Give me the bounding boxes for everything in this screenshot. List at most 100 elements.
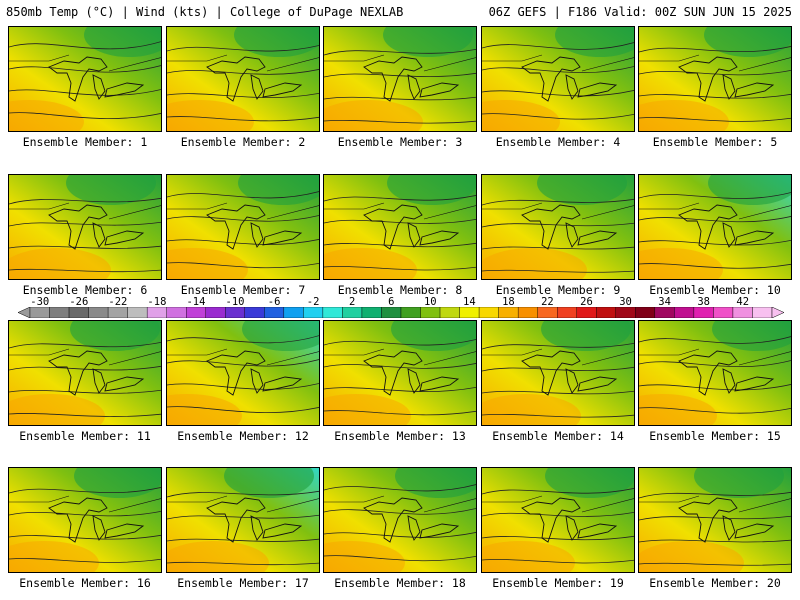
colorbar-swatch — [68, 307, 89, 318]
colorbar-swatch — [107, 307, 128, 318]
ensemble-member-map — [638, 174, 792, 280]
temperature-field — [9, 175, 161, 279]
temperature-field — [482, 27, 634, 131]
temperature-field — [639, 175, 791, 279]
colorbar-tick-label: 22 — [541, 296, 554, 308]
colorbar-tick-label: 2 — [349, 296, 356, 308]
colorbar-swatch — [615, 307, 636, 318]
colorbar-swatch — [205, 307, 226, 318]
ensemble-member-label: Ensemble Member: 14 — [492, 429, 624, 443]
colorbar-swatch — [49, 307, 70, 318]
ensemble-member-label: Ensemble Member: 5 — [652, 135, 778, 149]
ensemble-member-map — [8, 320, 162, 426]
colorbar-swatch — [557, 307, 577, 318]
colorbar-tick-label: -2 — [306, 296, 320, 308]
colorbar-tick-label: 38 — [697, 296, 710, 308]
colorbar-swatch — [225, 307, 245, 318]
colorbar-tick-label: -22 — [108, 296, 128, 308]
colorbar-tick-label: 42 — [736, 296, 750, 308]
ensemble-member-label: Ensemble Member: 17 — [177, 576, 309, 590]
colorbar-swatch — [88, 307, 109, 318]
colorbar-swatch — [674, 307, 695, 318]
ensemble-member-map — [8, 174, 162, 280]
ensemble-member-label: Ensemble Member: 6 — [22, 283, 148, 297]
temperature-field — [482, 468, 634, 572]
temperature-field — [167, 175, 319, 279]
ensemble-member-label: Ensemble Member: 7 — [180, 283, 306, 297]
colorbar-swatch — [498, 307, 519, 318]
ensemble-member-map — [638, 467, 792, 573]
colorbar-swatch — [244, 307, 265, 318]
model-run-info: 06Z GEFS | F186 Valid: 00Z SUN JUN 15 20… — [488, 5, 792, 19]
temperature-field — [167, 27, 319, 131]
colorbar-tick-label: -6 — [267, 296, 281, 308]
map-title: 850mb Temp (°C) | Wind (kts) | College o… — [6, 5, 404, 19]
temperature-colorbar — [18, 307, 784, 318]
ensemble-member-label: Ensemble Member: 18 — [334, 576, 466, 590]
colorbar-swatch — [517, 307, 538, 318]
colorbar-swatch — [146, 307, 167, 318]
ensemble-member-map — [166, 174, 320, 280]
colorbar-tick-label: 26 — [580, 296, 593, 308]
colorbar-swatch — [127, 307, 148, 318]
ensemble-member-label: Ensemble Member: 11 — [19, 429, 151, 443]
ensemble-member-label: Ensemble Member: 12 — [177, 429, 309, 443]
ensemble-member-label: Ensemble Member: 15 — [649, 429, 781, 443]
colorbar-swatch — [635, 307, 656, 318]
ensemble-member-label: Ensemble Member: 20 — [649, 576, 781, 590]
ensemble-member-label: Ensemble Member: 10 — [649, 283, 781, 297]
ensemble-member-map — [638, 320, 792, 426]
ensemble-member-label: Ensemble Member: 16 — [19, 576, 151, 590]
colorbar-swatch — [361, 307, 382, 318]
colorbar-swatch — [420, 307, 441, 318]
ensemble-member-label: Ensemble Member: 19 — [492, 576, 624, 590]
ensemble-member-map — [166, 320, 320, 426]
colorbar-tick-label: -26 — [69, 296, 89, 308]
temperature-field — [324, 468, 476, 572]
ensemble-member-map — [323, 320, 477, 426]
ensemble-member-map — [166, 467, 320, 573]
ensemble-member-label: Ensemble Member: 1 — [22, 135, 148, 149]
colorbar-swatch — [752, 307, 773, 318]
ensemble-member-label: Ensemble Member: 4 — [495, 135, 621, 149]
temperature-field — [324, 27, 476, 131]
temperature-field — [482, 175, 634, 279]
colorbar-swatch — [381, 307, 402, 318]
colorbar-swatch — [322, 307, 343, 318]
ensemble-member-label: Ensemble Member: 8 — [337, 283, 463, 297]
colorbar-swatch — [596, 307, 616, 318]
colorbar-tick-label: 6 — [388, 296, 395, 308]
colorbar-tick-label: -10 — [225, 296, 245, 308]
ensemble-member-map — [481, 320, 635, 426]
ensemble-member-label: Ensemble Member: 2 — [180, 135, 306, 149]
ensemble-member-map — [8, 467, 162, 573]
temperature-field — [9, 468, 161, 572]
colorbar-tick-label: 18 — [502, 296, 515, 308]
colorbar-swatch — [713, 307, 734, 318]
colorbar-swatch — [264, 307, 285, 318]
ensemble-member-map — [481, 467, 635, 573]
temperature-field — [167, 468, 319, 572]
colorbar-swatch — [732, 307, 753, 318]
temperature-field — [324, 175, 476, 279]
temperature-field — [167, 321, 319, 425]
ensemble-member-map — [323, 467, 477, 573]
ensemble-member-label: Ensemble Member: 3 — [337, 135, 463, 149]
ensemble-member-label: Ensemble Member: 13 — [334, 429, 466, 443]
colorbar-tick-label: -14 — [186, 296, 206, 308]
colorbar-swatch — [537, 307, 558, 318]
ensemble-member-map — [166, 26, 320, 132]
colorbar-swatch — [400, 307, 421, 318]
colorbar-swatch — [342, 307, 363, 318]
colorbar-swatch — [283, 307, 304, 318]
colorbar-swatch — [29, 307, 50, 318]
colorbar-tick-label: 30 — [619, 296, 632, 308]
temperature-field — [639, 321, 791, 425]
temperature-field — [639, 27, 791, 131]
temperature-field — [9, 27, 161, 131]
ensemble-member-map — [8, 26, 162, 132]
colorbar-tick-label: 14 — [463, 296, 476, 308]
colorbar-swatch — [166, 307, 187, 318]
colorbar-swatch — [303, 307, 324, 318]
colorbar-swatch — [478, 307, 499, 318]
